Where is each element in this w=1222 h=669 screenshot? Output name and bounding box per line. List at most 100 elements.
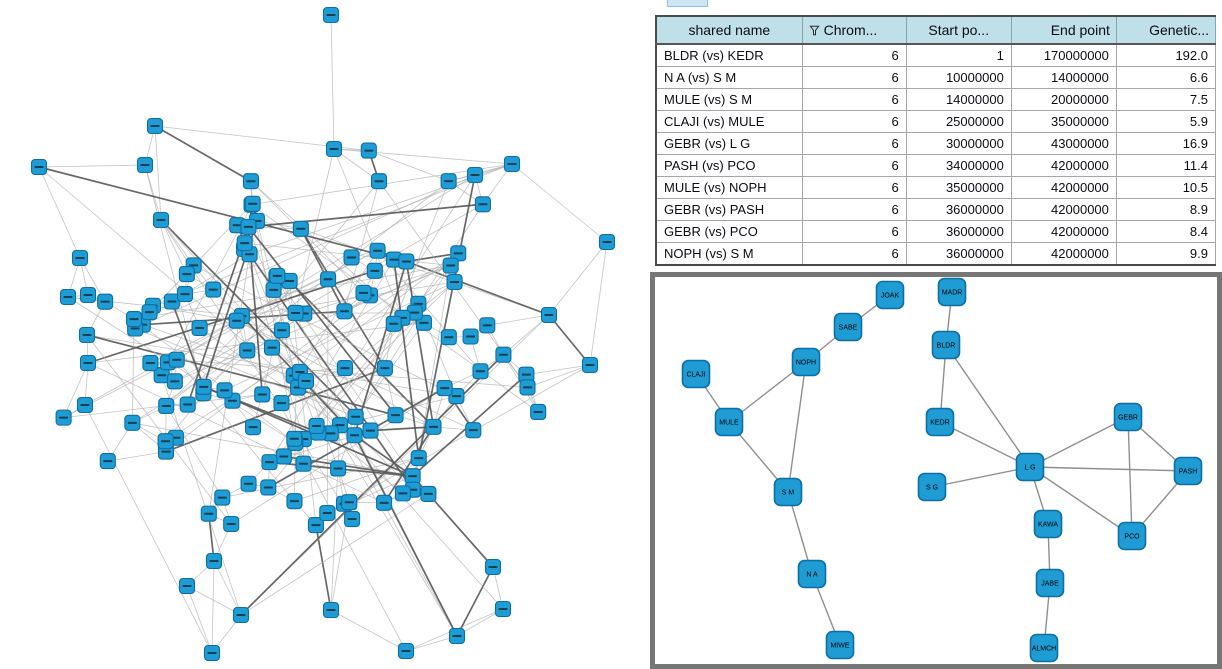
network-edge-noph-s-m[interactable] bbox=[787, 361, 807, 493]
network-node[interactable] bbox=[244, 195, 261, 212]
network-node[interactable] bbox=[273, 395, 290, 412]
network-node-jabe[interactable]: JABE bbox=[1035, 568, 1065, 598]
network-node-claji[interactable]: CLAJI bbox=[681, 359, 711, 389]
network-edge-s-g-l-g[interactable] bbox=[931, 466, 1031, 488]
network-node[interactable] bbox=[307, 517, 324, 534]
network-node[interactable] bbox=[346, 427, 363, 444]
network-node[interactable] bbox=[540, 306, 558, 324]
table-cell[interactable]: MULE (vs) S M bbox=[656, 88, 803, 111]
network-node[interactable] bbox=[410, 450, 427, 467]
network-node[interactable] bbox=[254, 386, 271, 403]
table-cell[interactable]: 11.4 bbox=[1116, 154, 1217, 177]
network-node[interactable] bbox=[99, 453, 116, 470]
network-node[interactable] bbox=[142, 354, 159, 372]
table-cell[interactable]: 9.9 bbox=[1116, 242, 1217, 266]
network-edge-gebr-pco[interactable] bbox=[1127, 416, 1133, 537]
network-node[interactable] bbox=[240, 475, 257, 492]
network-node[interactable] bbox=[273, 322, 290, 339]
network-node[interactable] bbox=[472, 363, 489, 380]
network-node[interactable] bbox=[146, 117, 164, 135]
table-cell[interactable]: 6 bbox=[802, 88, 907, 111]
network-node[interactable] bbox=[530, 403, 547, 421]
network-node[interactable] bbox=[261, 454, 278, 471]
network-node-bldr[interactable]: BLDR bbox=[931, 330, 961, 360]
network-node[interactable] bbox=[440, 173, 457, 190]
network-edge-l-g-pash[interactable] bbox=[1029, 466, 1189, 472]
network-node[interactable] bbox=[479, 317, 496, 334]
table-cell[interactable]: 42000000 bbox=[1011, 220, 1117, 243]
network-node[interactable] bbox=[205, 552, 223, 570]
network-node-n-a[interactable]: N A bbox=[797, 559, 827, 589]
network-node-kawa[interactable]: KAWA bbox=[1033, 509, 1063, 539]
table-cell[interactable]: 36000000 bbox=[906, 220, 1012, 243]
network-node[interactable] bbox=[191, 319, 208, 337]
network-node[interactable] bbox=[503, 155, 521, 173]
network-node[interactable] bbox=[97, 293, 114, 310]
filter-icon[interactable] bbox=[809, 25, 820, 36]
network-node[interactable] bbox=[295, 455, 312, 472]
network-node-madr[interactable]: MADR bbox=[937, 277, 967, 307]
table-cell[interactable]: 6 bbox=[802, 44, 907, 67]
network-node[interactable] bbox=[30, 158, 48, 176]
network-node[interactable] bbox=[343, 249, 360, 266]
table-cell[interactable]: PASH (vs) PCO bbox=[656, 154, 803, 177]
table-cell[interactable]: 36000000 bbox=[906, 242, 1012, 266]
network-node[interactable] bbox=[442, 257, 459, 274]
network-node[interactable] bbox=[376, 360, 393, 377]
network-edge-l-g-pco[interactable] bbox=[1029, 466, 1133, 537]
network-node-kedr[interactable]: KEDR bbox=[925, 407, 955, 437]
network-node[interactable] bbox=[78, 326, 96, 344]
network-node[interactable] bbox=[286, 493, 303, 510]
network-node[interactable] bbox=[466, 166, 484, 184]
network-edge-bldr-l-g[interactable] bbox=[945, 344, 1031, 468]
network-node[interactable] bbox=[448, 627, 466, 645]
table-cell[interactable]: 5.9 bbox=[1116, 110, 1217, 133]
table-cell[interactable]: 42000000 bbox=[1011, 242, 1117, 266]
table-scrollbar-fragment[interactable] bbox=[667, 0, 708, 7]
network-node[interactable] bbox=[236, 235, 253, 252]
network-view-secondary[interactable]: JOAK MADR SABE BLDR NOPH CLAJI MULE KEDR GEBR L G… bbox=[650, 272, 1222, 669]
network-node[interactable] bbox=[474, 196, 491, 213]
network-node[interactable] bbox=[387, 407, 404, 424]
network-node[interactable] bbox=[223, 515, 240, 533]
network-node[interactable] bbox=[71, 249, 89, 267]
table-cell[interactable]: 6 bbox=[802, 110, 907, 133]
table-cell[interactable]: 8.9 bbox=[1116, 198, 1217, 221]
table-row[interactable]: CLAJI (vs) MULE 6 25000000 35000000 5.9 bbox=[656, 110, 1217, 133]
table-cell[interactable]: 6 bbox=[802, 66, 907, 89]
table-cell[interactable]: 36000000 bbox=[906, 198, 1012, 221]
network-node-miwe[interactable]: MIWE bbox=[825, 630, 855, 660]
network-node[interactable] bbox=[495, 346, 512, 363]
table-cell[interactable]: 170000000 bbox=[1011, 44, 1117, 67]
network-node[interactable] bbox=[394, 485, 411, 502]
network-node[interactable] bbox=[446, 273, 463, 291]
column-header-end-point[interactable]: End point bbox=[1010, 16, 1117, 45]
network-node[interactable] bbox=[397, 642, 415, 660]
network-node[interactable] bbox=[436, 380, 453, 397]
network-node[interactable] bbox=[598, 233, 616, 251]
network-node[interactable] bbox=[385, 315, 402, 332]
table-cell[interactable]: 6 bbox=[802, 132, 907, 155]
table-cell[interactable]: 8.4 bbox=[1116, 220, 1217, 243]
table-cell[interactable]: 25000000 bbox=[906, 110, 1012, 133]
network-node[interactable] bbox=[341, 494, 358, 511]
table-cell[interactable]: 6 bbox=[802, 154, 907, 177]
network-node[interactable] bbox=[420, 485, 437, 502]
table-cell[interactable]: 6 bbox=[802, 198, 907, 221]
network-node-almch[interactable]: ALMCH bbox=[1029, 633, 1059, 663]
table-cell[interactable]: 6 bbox=[802, 220, 907, 243]
table-row[interactable]: GEBR (vs) PCO 6 36000000 42000000 8.4 bbox=[656, 220, 1217, 243]
network-node[interactable] bbox=[216, 382, 233, 399]
network-node[interactable] bbox=[494, 600, 512, 618]
network-node[interactable] bbox=[347, 408, 364, 425]
column-header-chrom[interactable]: Chrom... bbox=[801, 16, 907, 45]
network-view-main[interactable] bbox=[0, 0, 648, 669]
table-cell[interactable]: 35000000 bbox=[906, 176, 1012, 199]
table-cell[interactable]: GEBR (vs) PASH bbox=[656, 198, 803, 221]
table-row[interactable]: PASH (vs) PCO 6 34000000 42000000 11.4 bbox=[656, 154, 1217, 177]
network-node[interactable] bbox=[242, 173, 259, 190]
network-node[interactable] bbox=[287, 304, 304, 322]
network-node[interactable] bbox=[125, 311, 143, 328]
network-node[interactable] bbox=[297, 372, 315, 389]
table-cell[interactable]: 6.6 bbox=[1116, 66, 1217, 89]
